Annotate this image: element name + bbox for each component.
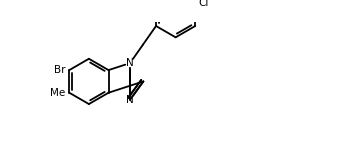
Text: Me: Me — [50, 88, 66, 98]
Text: Cl: Cl — [199, 0, 209, 8]
Text: N: N — [126, 95, 134, 105]
Text: Br: Br — [54, 65, 66, 75]
Text: N: N — [126, 58, 134, 68]
